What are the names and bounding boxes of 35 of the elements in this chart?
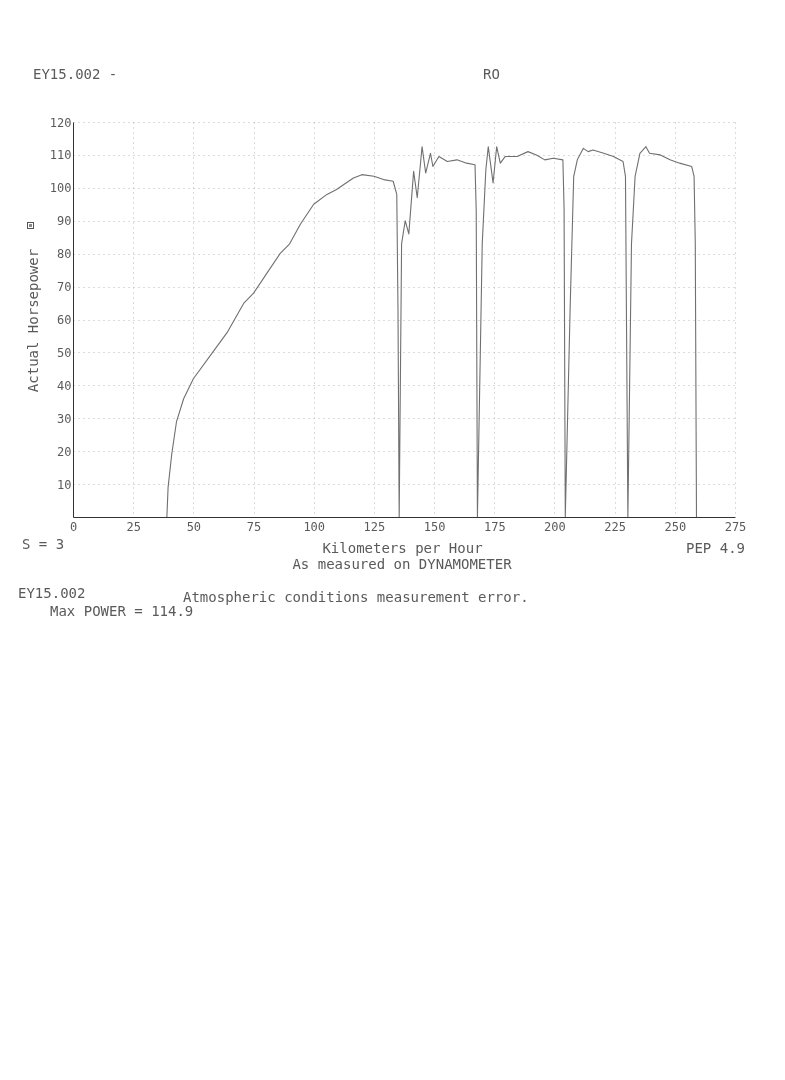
- x-tick-label: 125: [363, 519, 386, 534]
- x-axis-title: Kilometers per Hour: [322, 539, 483, 556]
- text: Max POWER = 114.9: [50, 603, 194, 619]
- text: EY15.002: [18, 585, 86, 601]
- text: Atmospheric conditions measurement error.: [183, 589, 529, 605]
- text: As measured on DYNAMOMETER: [292, 556, 513, 572]
- x-tick-label: 200: [544, 519, 566, 534]
- x-tick-label: 225: [604, 519, 626, 534]
- x-tick-label: 250: [664, 519, 687, 534]
- text: RO: [483, 66, 500, 82]
- x-tick-label: 50: [186, 519, 202, 534]
- y-tick-label: 40: [57, 378, 72, 393]
- text: S = 3: [22, 536, 65, 552]
- y-tick-label: 20: [57, 444, 72, 459]
- y-tick-label: 100: [49, 181, 72, 196]
- x-tick-label: 75: [246, 519, 262, 534]
- x-tick-label: 25: [126, 519, 141, 534]
- y-tick-label: 90: [57, 214, 72, 229]
- x-tick-label: 275: [724, 519, 747, 534]
- text: PEP 4.9: [686, 540, 746, 556]
- y-axis-title: Actual Horsepower: [24, 248, 41, 393]
- y-tick-label: 60: [57, 313, 72, 327]
- y-tick-label: 80: [57, 247, 72, 262]
- x-tick-label: 100: [303, 519, 326, 534]
- x-tick-label: 175: [483, 519, 506, 534]
- y-tick-label: 50: [57, 345, 72, 360]
- chart-title: EY15.002 -: [33, 66, 118, 82]
- y-tick-label: 30: [57, 411, 72, 426]
- line-series: [166, 146, 698, 517]
- y-tick-label: 120: [49, 115, 72, 130]
- y-tick-label: 70: [57, 280, 72, 295]
- x-tick-label: 150: [423, 519, 446, 534]
- y-tick-label: 110: [49, 148, 72, 163]
- x-tick-label: 0: [69, 519, 78, 534]
- y-tick-label: 10: [57, 477, 72, 492]
